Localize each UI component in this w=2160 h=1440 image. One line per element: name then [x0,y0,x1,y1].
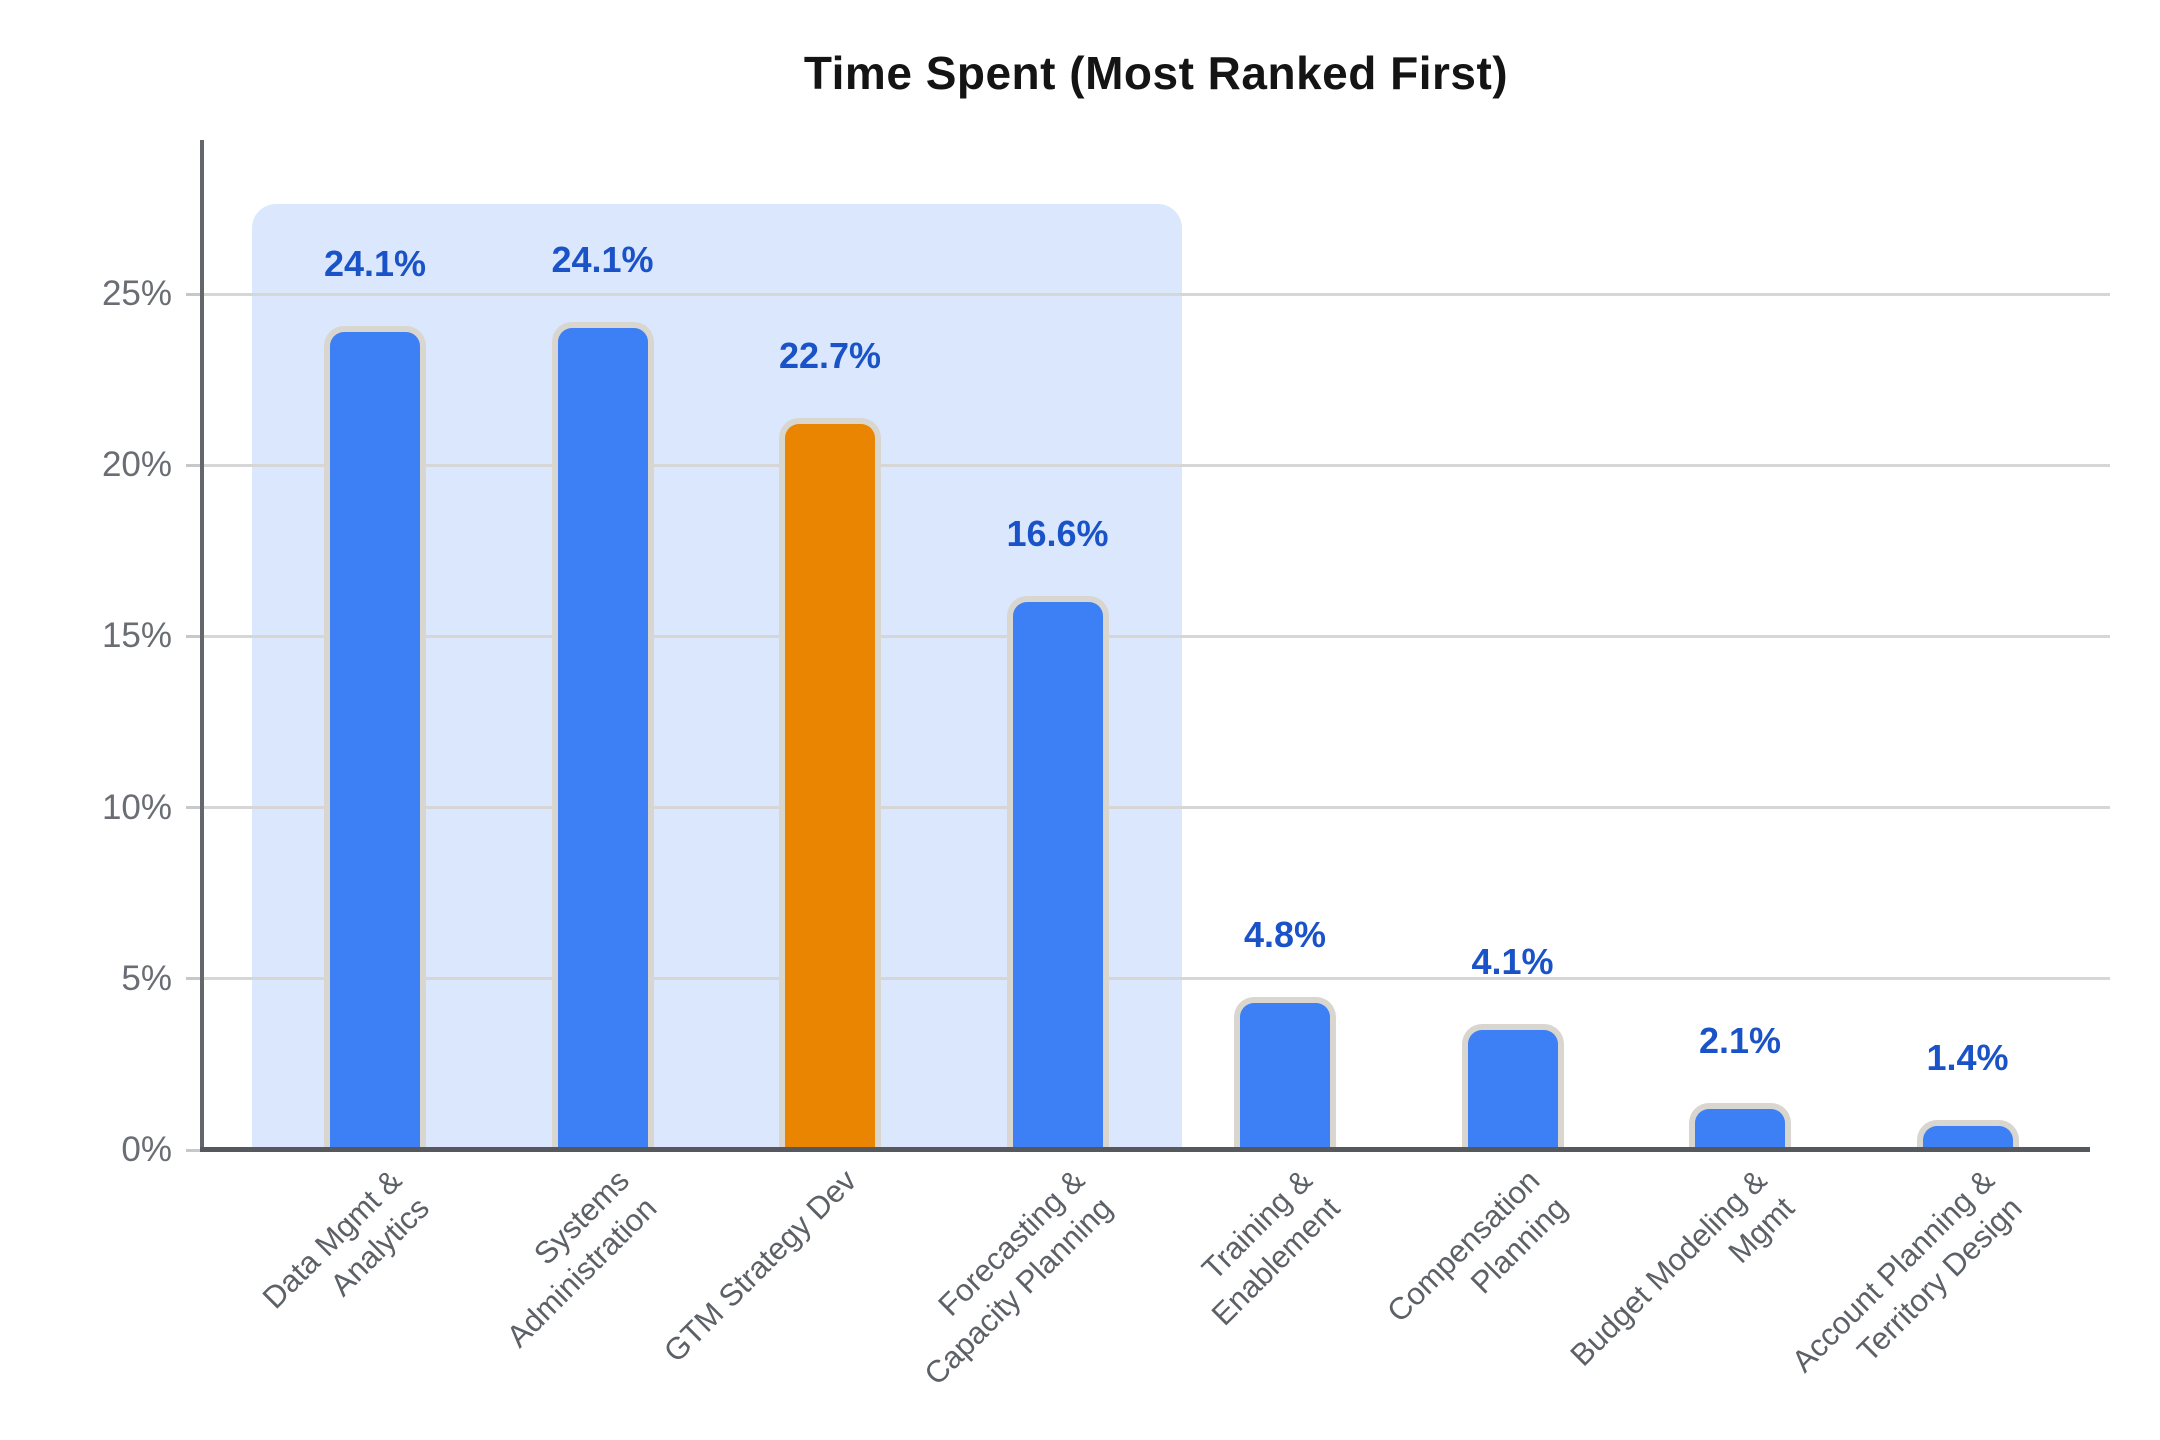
bar-value-label: 1.4% [1926,1037,2009,1079]
y-tick-label: 20% [101,445,172,485]
x-axis-label: Account Planning & Territory Design [1705,1162,2028,1379]
bar [1234,996,1336,1150]
bar-value-label: 4.1% [1471,941,1554,983]
bar-value-label: 22.7% [778,335,882,377]
x-axis-label: Forecasting & Capacity Planning [816,1162,1118,1392]
bar-value-label: 16.6% [1006,513,1109,555]
gridline [202,292,2110,296]
y-axis-tick [186,463,202,467]
x-axis-label: Data Mgmt & Analytics [202,1162,436,1316]
bar-value-label: 2.1% [1698,1019,1782,1061]
x-axis-label-text: Account Planning & Territory Design [1784,1162,2029,1379]
y-tick-label: 15% [101,616,172,656]
bar [1689,1102,1791,1150]
y-axis-line [200,140,204,1152]
y-tick-label: 5% [121,958,172,998]
x-axis-label-text: Data Mgmt & Analytics [255,1162,436,1316]
y-tick-label: 10% [101,787,172,827]
x-axis-label-text: Forecasting & Capacity Planning [916,1162,1119,1392]
gridline [202,977,2110,981]
gridline [202,806,2110,810]
bar-value-label: 4.8% [1243,913,1327,955]
bar [1461,1024,1564,1150]
y-axis-tick [186,806,202,810]
y-axis-tick [186,634,202,638]
y-axis-tick [186,1148,202,1152]
y-tick-label: 25% [101,274,172,314]
bar-highlight-orange [779,418,881,1150]
gridline [202,634,2110,638]
bar [1006,596,1109,1150]
chart-title: Time Spent (Most Ranked First) [803,47,1509,99]
bar [551,322,654,1150]
y-axis-tick [186,292,202,296]
y-axis-tick [186,977,202,981]
x-axis-label: GTM Strategy Dev [581,1162,863,1369]
bar-value-label: 24.1% [323,242,427,284]
bar [324,325,426,1150]
x-axis-line [200,1147,2090,1152]
bar-value-label: 24.1% [551,239,654,281]
x-axis-label: Training & Enablement [1128,1162,1346,1332]
y-tick-label: 0% [121,1130,172,1169]
bar [1916,1120,2019,1150]
gridline [202,463,2110,467]
